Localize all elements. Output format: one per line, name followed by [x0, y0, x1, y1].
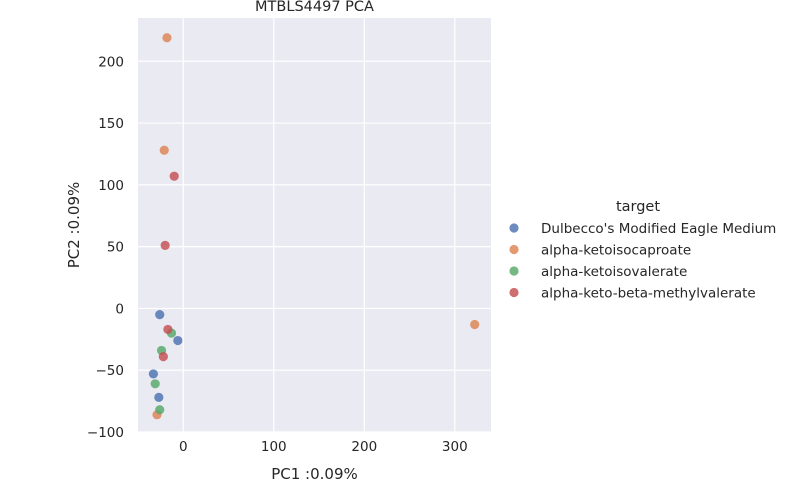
data-point — [155, 309, 165, 320]
data-point — [158, 352, 168, 362]
y-tick-label: −100 — [87, 425, 124, 441]
data-point — [155, 405, 165, 415]
data-point — [160, 240, 170, 250]
legend-marker — [509, 244, 519, 255]
legend-label: alpha-ketoisocaproate — [541, 243, 691, 259]
y-axis-label: PC2 :0.09% — [65, 182, 83, 269]
x-tick-label: 200 — [351, 439, 377, 455]
y-tick-label: 200 — [98, 54, 124, 70]
y-tick-label: 100 — [98, 178, 124, 194]
y-tick-label: 50 — [107, 240, 124, 256]
data-point — [470, 319, 480, 330]
legend-label: Dulbecco's Modified Eagle Medium — [541, 221, 776, 237]
x-tick-labels: 0 100 200 300 — [179, 439, 468, 455]
data-point — [169, 171, 179, 181]
data-point — [162, 33, 172, 43]
data-points — [148, 33, 480, 420]
legend-label: alpha-keto-beta-methylvalerate — [541, 286, 756, 302]
data-point — [159, 145, 169, 155]
data-point — [154, 392, 164, 402]
data-point — [150, 379, 160, 389]
legend: target Dulbecco's Modified Eagle Medium a… — [509, 199, 776, 302]
x-tick-label: 100 — [261, 439, 287, 455]
y-tick-label: 150 — [98, 116, 124, 132]
y-tick-label: −50 — [96, 363, 125, 379]
chart-title: MTBLS4497 PCA — [255, 0, 374, 15]
x-axis-label: PC1 :0.09% — [271, 465, 358, 483]
legend-marker — [509, 266, 519, 276]
grid-lines — [138, 18, 491, 433]
data-point — [148, 369, 158, 379]
data-point — [173, 335, 183, 346]
y-tick-labels: −100 −50 0 50 100 150 200 — [87, 54, 124, 441]
x-tick-label: 0 — [179, 439, 188, 455]
plot-background — [138, 18, 491, 432]
y-tick-label: 0 — [115, 301, 124, 317]
data-point — [163, 324, 173, 335]
legend-title: target — [616, 199, 660, 215]
legend-marker — [509, 223, 519, 233]
legend-marker — [509, 287, 519, 298]
legend-label: alpha-ketoisovalerate — [541, 264, 687, 280]
x-tick-label: 300 — [442, 439, 468, 455]
